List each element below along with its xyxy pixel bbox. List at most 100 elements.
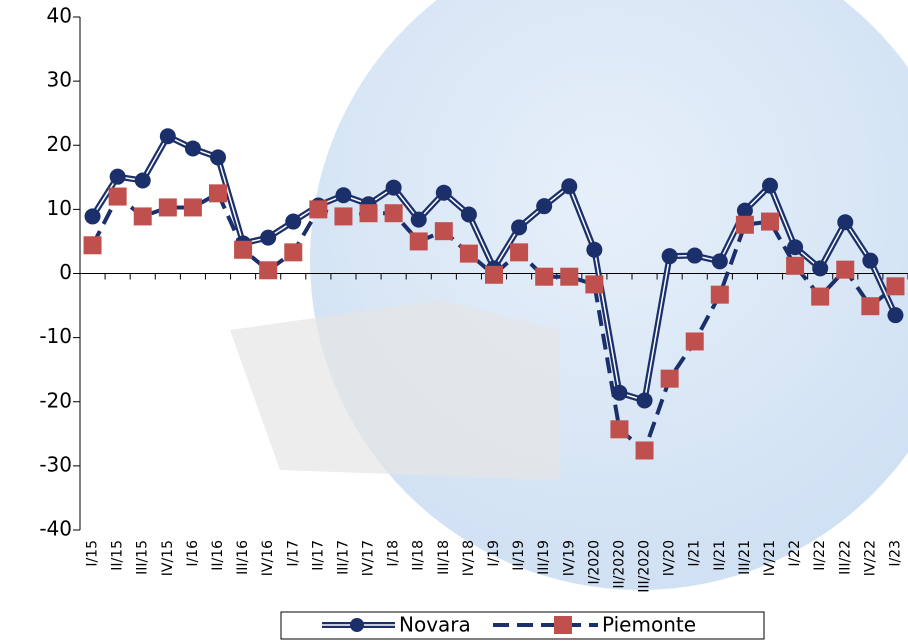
x-tick-label: IV/21 <box>762 540 778 576</box>
point-marker <box>334 207 353 226</box>
point-marker <box>536 198 553 215</box>
point-marker <box>410 211 427 228</box>
x-tick-label: I/17 <box>285 540 301 567</box>
point-marker <box>736 202 753 219</box>
point-marker <box>786 256 805 275</box>
point-marker <box>384 204 403 223</box>
point-marker <box>787 239 804 256</box>
point-marker <box>686 247 703 264</box>
point-marker <box>134 172 151 189</box>
point-marker <box>762 177 778 194</box>
x-tick-label: II/18 <box>411 540 427 571</box>
point-marker <box>209 184 227 203</box>
point-marker <box>510 243 529 262</box>
x-tick-label: II/21 <box>712 540 728 571</box>
point-marker <box>586 241 603 258</box>
legend-marker <box>554 616 572 634</box>
point-marker <box>385 179 402 196</box>
point-marker <box>511 219 528 236</box>
x-tick-label: I/2020 <box>586 540 602 584</box>
x-tick-label: II/19 <box>511 540 527 571</box>
point-marker <box>259 261 278 280</box>
point-marker <box>560 267 579 286</box>
x-tick-label: I/23 <box>887 540 903 567</box>
x-tick-label: III/22 <box>837 540 853 575</box>
x-tick-label: II/15 <box>110 540 126 571</box>
point-marker <box>862 252 879 269</box>
x-tick-label: III/17 <box>335 540 351 575</box>
point-marker <box>284 243 303 262</box>
point-marker <box>108 187 127 206</box>
y-tick-label: 20 <box>47 132 72 156</box>
y-tick-label: 10 <box>47 196 72 220</box>
point-marker <box>359 204 378 223</box>
background-building <box>230 300 560 480</box>
y-tick-label: -40 <box>39 517 72 541</box>
y-tick-label: -10 <box>39 324 72 348</box>
point-marker <box>435 184 452 201</box>
point-marker <box>409 232 428 251</box>
x-tick-label: I/15 <box>85 540 101 567</box>
x-tick-label: III/16 <box>235 540 251 575</box>
x-tick-label: I/18 <box>386 540 402 567</box>
point-marker <box>309 200 328 219</box>
x-tick-label: IV/19 <box>561 540 577 576</box>
y-tick-label: -20 <box>39 388 72 412</box>
point-marker <box>260 229 277 246</box>
point-marker <box>811 287 830 306</box>
point-marker <box>861 297 880 316</box>
point-marker <box>84 208 101 225</box>
x-tick-label: IV/20 <box>662 540 678 576</box>
x-tick-label: III/18 <box>436 540 452 575</box>
point-marker <box>159 128 176 145</box>
legend-label: Novara <box>399 613 471 637</box>
point-marker <box>459 244 478 263</box>
point-marker <box>335 187 352 204</box>
point-marker <box>210 149 226 166</box>
x-tick-label: II/2020 <box>611 540 627 589</box>
point-marker <box>685 332 704 351</box>
point-marker <box>836 260 855 279</box>
x-tick-label: I/22 <box>787 540 803 567</box>
point-marker <box>661 248 678 265</box>
legend-marker <box>350 618 364 632</box>
x-tick-label: I/19 <box>486 540 502 567</box>
y-tick-label: 30 <box>47 68 72 92</box>
x-tick-label: IV/18 <box>461 540 477 576</box>
point-marker <box>837 214 854 231</box>
point-marker <box>184 140 201 157</box>
point-marker <box>485 265 503 284</box>
point-marker <box>158 198 177 217</box>
x-tick-label: IV/16 <box>260 540 276 576</box>
point-marker <box>133 207 152 226</box>
point-marker <box>812 260 829 277</box>
point-marker <box>886 277 905 296</box>
point-marker <box>83 236 102 255</box>
x-tick-label: I/16 <box>185 540 201 567</box>
point-marker <box>635 441 654 460</box>
x-tick-label: IV/15 <box>160 540 176 576</box>
point-marker <box>610 420 629 439</box>
x-tick-label: II/16 <box>210 540 226 571</box>
point-marker <box>710 285 729 304</box>
x-tick-label: III/15 <box>135 540 151 575</box>
x-tick-label: II/22 <box>812 540 828 571</box>
legend-label: Piemonte <box>602 613 696 637</box>
point-marker <box>434 222 453 241</box>
point-marker <box>109 168 126 185</box>
y-tick-label: -30 <box>39 452 72 476</box>
point-marker <box>234 240 253 259</box>
point-marker <box>285 213 302 230</box>
point-marker <box>711 253 728 270</box>
x-tick-label: III/19 <box>536 540 552 575</box>
point-marker <box>460 206 477 223</box>
point-marker <box>660 369 679 388</box>
point-marker <box>735 215 754 234</box>
x-tick-label: II/17 <box>310 540 326 571</box>
x-tick-label: I/21 <box>687 540 703 567</box>
x-tick-label: IV/22 <box>862 540 878 576</box>
y-tick-label: 40 <box>47 4 72 28</box>
point-marker <box>585 275 604 294</box>
x-tick-label: IV/17 <box>361 540 377 576</box>
